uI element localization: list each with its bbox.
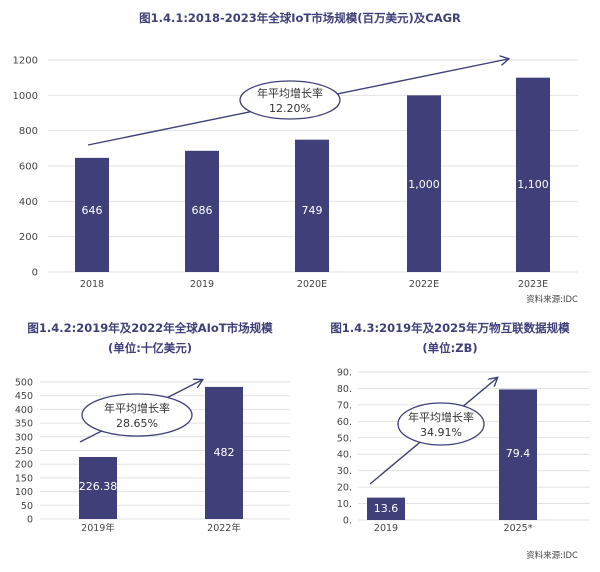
chart3-y-tick-label: 70. (337, 400, 352, 411)
chart2-y-tick-label: 500 (15, 378, 33, 389)
chart1-y-tick-label: 0 (32, 268, 38, 279)
chart2-y-tick-label: 250 (15, 446, 33, 457)
chart1-y-tick-label: 800 (19, 126, 38, 137)
chart1-title: 图1.4.1:2018-2023年全球IoT市场规模(百万美元)及CAGR (139, 11, 461, 25)
chart3-y-tick-label: 20. (337, 483, 352, 494)
chart3-bar (367, 497, 405, 520)
chart1-category-label: 2018 (80, 279, 104, 290)
chart2-bar (205, 386, 243, 519)
chart1-cagr-label: 年平均增长率 (257, 86, 323, 100)
chart1-y-tick-label: 600 (19, 162, 38, 173)
chart2-category-label: 2019年 (81, 522, 115, 534)
chart3-title: 图1.4.3:2019年及2025年万物互联数据规模 (330, 321, 570, 335)
chart2-value-label: 226.38 (79, 480, 118, 493)
chart3-y-tick-label: 90. (337, 368, 352, 379)
chart2-y-tick-label: 50 (21, 501, 33, 512)
chart2-subtitle: (单位:十亿美元) (107, 341, 193, 355)
chart1-value-label: 1,100 (517, 178, 549, 191)
chart1-bar (295, 139, 329, 272)
chart1-cagr-ellipse (239, 80, 341, 120)
chart3-value-label: 79.4 (506, 447, 531, 460)
chart1-bar (185, 150, 219, 272)
chart2-y-tick-label: 150 (15, 473, 33, 484)
chart3-bar (499, 389, 537, 520)
chart3-cagr-ellipse (397, 402, 485, 446)
chart3-y-tick-label: 50. (337, 433, 352, 444)
chart1-bar (516, 77, 550, 273)
chart3-cagr-label: 年平均增长率 (408, 410, 474, 424)
chart3-y-tick-label: 40. (337, 450, 352, 461)
chart2-bar (79, 456, 117, 519)
chart1-category-label: 2023E (518, 279, 548, 290)
chart3-y-tick-label: 30. (337, 466, 352, 477)
chart2-cagr-label: 年平均增长率 (104, 401, 170, 415)
chart1-y-tick-label: 1200 (13, 56, 38, 67)
chart2-category-label: 2022年 (207, 522, 241, 534)
chart3-category-label: 2019 (374, 523, 398, 534)
chart1-bar (75, 157, 109, 272)
chart1-category-label: 2022E (409, 279, 439, 290)
chart2-y-tick-label: 350 (15, 419, 33, 430)
chart1-bar (407, 95, 441, 272)
chart1-value-label: 646 (82, 204, 103, 217)
chart2-y-tick-label: 300 (15, 432, 33, 443)
chart1-value-label: 686 (192, 204, 213, 217)
chart2-y-tick-label: 450 (15, 391, 33, 402)
chart3-subtitle: (单位:ZB) (422, 341, 478, 355)
chart1-cagr-value: 12.20% (269, 102, 311, 115)
chart2-cagr-ellipse (81, 393, 193, 437)
chart3-category-label: 2025* (504, 523, 533, 534)
chart2-value-label: 482 (214, 446, 235, 459)
chart2-y-tick-label: 400 (15, 405, 33, 416)
chart3-y-tick-label: 60. (337, 417, 352, 428)
source-top: 资料来源:IDC (526, 295, 578, 305)
chart1-value-label: 749 (302, 204, 323, 217)
chart2-y-tick-label: 200 (15, 460, 33, 471)
chart2-title: 图1.4.2:2019年及2022年全球AIoT市场规模 (27, 321, 273, 335)
chart3-cagr-value: 34.91% (420, 426, 462, 439)
chart1-y-tick-label: 200 (19, 232, 38, 243)
chart1-y-tick-label: 400 (19, 197, 38, 208)
chart2-y-tick-label: 0 (27, 515, 33, 526)
chart1-category-label: 2019 (190, 279, 214, 290)
source-bottom: 资料来源:IDC (526, 551, 578, 561)
chart1-y-tick-label: 1000 (13, 91, 38, 102)
chart1-value-label: 1,000 (408, 178, 440, 191)
chart3-y-tick-label: 10. (337, 499, 352, 510)
chart3-value-label: 13.6 (374, 502, 399, 515)
chart3-y-tick-label: 80. (337, 384, 352, 395)
chart2-cagr-value: 28.65% (116, 417, 158, 430)
chart1-category-label: 2020E (297, 279, 327, 290)
chart2-y-tick-label: 100 (15, 487, 33, 498)
chart3-y-tick-label: 0. (343, 516, 352, 527)
